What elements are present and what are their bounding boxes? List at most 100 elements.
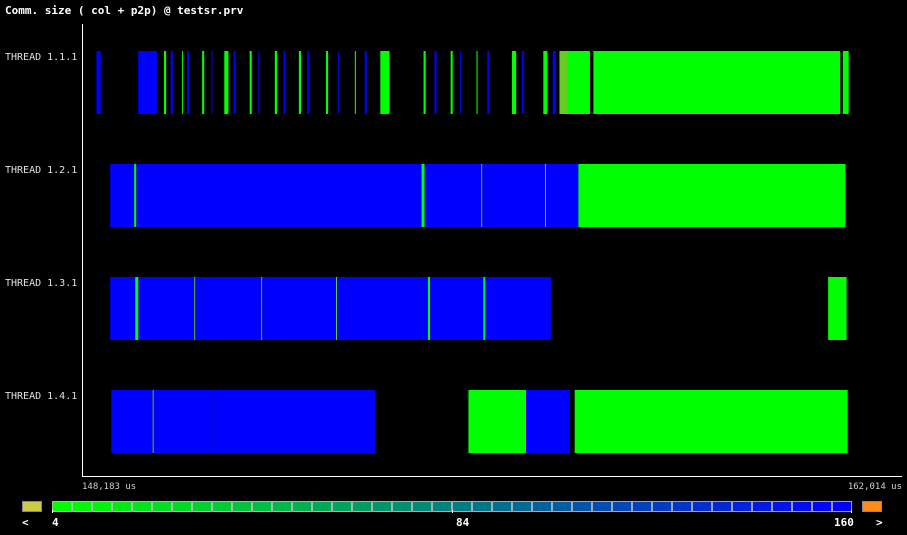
legend-right-arrow[interactable]: > bbox=[876, 516, 883, 529]
state-segment[interactable] bbox=[307, 51, 310, 114]
state-segment[interactable] bbox=[136, 164, 422, 227]
state-segment[interactable] bbox=[487, 51, 490, 114]
state-segment[interactable] bbox=[450, 51, 453, 114]
state-segment[interactable] bbox=[211, 51, 213, 114]
state-segment[interactable] bbox=[522, 51, 525, 114]
state-segment[interactable] bbox=[481, 164, 483, 227]
legend-step bbox=[812, 501, 832, 512]
legend-step bbox=[652, 501, 672, 512]
x-tick-label-start: 148,183 us bbox=[82, 482, 136, 492]
state-segment[interactable] bbox=[258, 51, 260, 114]
state-segment[interactable] bbox=[483, 277, 486, 340]
thread-label: THREAD 1.1.1 bbox=[5, 52, 77, 63]
state-segment[interactable] bbox=[421, 164, 425, 227]
legend-step bbox=[832, 501, 852, 512]
state-segment[interactable] bbox=[213, 390, 375, 453]
window-title: Comm. size ( col + p2p) @ testsr.prv bbox=[5, 4, 244, 17]
timeline-chart[interactable]: THREAD 1.1.1 THREAD 1.2.1 THREAD 1.3.1 THRE… bbox=[0, 0, 907, 495]
thread-label: THREAD 1.4.1 bbox=[5, 391, 77, 402]
state-segment[interactable] bbox=[468, 390, 526, 453]
state-segment[interactable] bbox=[170, 51, 173, 114]
state-segment[interactable] bbox=[459, 51, 461, 114]
state-segment[interactable] bbox=[249, 51, 252, 114]
legend-step bbox=[792, 501, 812, 512]
state-segment[interactable] bbox=[110, 277, 136, 340]
state-segment[interactable] bbox=[482, 164, 545, 227]
state-segment[interactable] bbox=[135, 277, 139, 340]
state-segment[interactable] bbox=[567, 51, 590, 114]
legend-step bbox=[692, 501, 712, 512]
state-segment[interactable] bbox=[202, 51, 205, 114]
legend-step bbox=[732, 501, 752, 512]
state-segment[interactable] bbox=[423, 51, 426, 114]
legend-step bbox=[672, 501, 692, 512]
legend-step bbox=[312, 501, 332, 512]
legend-step bbox=[392, 501, 412, 512]
state-segment[interactable] bbox=[261, 277, 263, 340]
state-segment[interactable] bbox=[512, 51, 517, 114]
state-segment[interactable] bbox=[842, 51, 849, 114]
state-segment[interactable] bbox=[543, 51, 548, 114]
thread-row[interactable]: THREAD 1.4.1 bbox=[5, 390, 848, 453]
state-segment[interactable] bbox=[111, 390, 153, 453]
thread-row[interactable]: THREAD 1.1.1 bbox=[5, 51, 849, 114]
thread-label: THREAD 1.3.1 bbox=[5, 278, 77, 289]
state-segment[interactable] bbox=[153, 390, 213, 453]
thread-row[interactable]: THREAD 1.2.1 bbox=[5, 164, 846, 227]
state-segment[interactable] bbox=[559, 51, 568, 114]
legend-step bbox=[372, 501, 392, 512]
legend-step bbox=[432, 501, 452, 512]
legend-step bbox=[172, 501, 192, 512]
legend-step bbox=[272, 501, 292, 512]
state-segment[interactable] bbox=[476, 51, 478, 114]
state-segment[interactable] bbox=[424, 164, 482, 227]
state-segment[interactable] bbox=[325, 51, 329, 114]
state-segment[interactable] bbox=[434, 51, 437, 114]
state-segment[interactable] bbox=[233, 51, 236, 114]
state-segment[interactable] bbox=[187, 51, 190, 114]
state-segment[interactable] bbox=[430, 277, 484, 340]
legend-step bbox=[112, 501, 132, 512]
state-segment[interactable] bbox=[134, 164, 137, 227]
state-segment[interactable] bbox=[828, 277, 847, 340]
state-segment[interactable] bbox=[182, 51, 184, 114]
legend-step bbox=[772, 501, 792, 512]
state-segment[interactable] bbox=[578, 164, 846, 227]
state-segment[interactable] bbox=[152, 390, 154, 453]
state-segment[interactable] bbox=[544, 164, 547, 227]
state-segment[interactable] bbox=[283, 51, 286, 114]
state-segment[interactable] bbox=[526, 390, 570, 453]
thread-row[interactable]: THREAD 1.3.1 bbox=[5, 277, 847, 340]
state-segment[interactable] bbox=[546, 164, 579, 227]
state-segment[interactable] bbox=[574, 390, 848, 453]
state-segment[interactable] bbox=[163, 51, 167, 114]
state-segment[interactable] bbox=[274, 51, 278, 114]
state-segment[interactable] bbox=[427, 277, 431, 340]
state-segment[interactable] bbox=[354, 51, 356, 114]
state-segment[interactable] bbox=[298, 51, 301, 114]
legend-step bbox=[532, 501, 552, 512]
above-range-swatch bbox=[862, 501, 882, 512]
state-segment[interactable] bbox=[262, 277, 336, 340]
state-segment[interactable] bbox=[138, 51, 157, 114]
legend-step bbox=[192, 501, 212, 512]
legend-left-arrow[interactable]: < bbox=[22, 516, 29, 529]
state-segment[interactable] bbox=[138, 277, 195, 340]
state-segment[interactable] bbox=[380, 51, 390, 114]
state-segment[interactable] bbox=[593, 51, 841, 114]
state-segment[interactable] bbox=[194, 277, 196, 340]
x-tick-label-end: 162,014 us bbox=[848, 482, 902, 492]
state-segment[interactable] bbox=[110, 164, 135, 227]
state-segment[interactable] bbox=[364, 51, 367, 114]
legend-step bbox=[232, 501, 252, 512]
state-segment[interactable] bbox=[224, 51, 229, 114]
state-segment[interactable] bbox=[212, 390, 214, 453]
state-segment[interactable] bbox=[485, 277, 551, 340]
state-segment[interactable] bbox=[552, 51, 556, 114]
state-segment[interactable] bbox=[96, 51, 101, 114]
state-segment[interactable] bbox=[195, 277, 262, 340]
state-segment[interactable] bbox=[337, 51, 339, 114]
legend-step bbox=[52, 501, 72, 512]
state-segment[interactable] bbox=[335, 277, 338, 340]
state-segment[interactable] bbox=[337, 277, 428, 340]
